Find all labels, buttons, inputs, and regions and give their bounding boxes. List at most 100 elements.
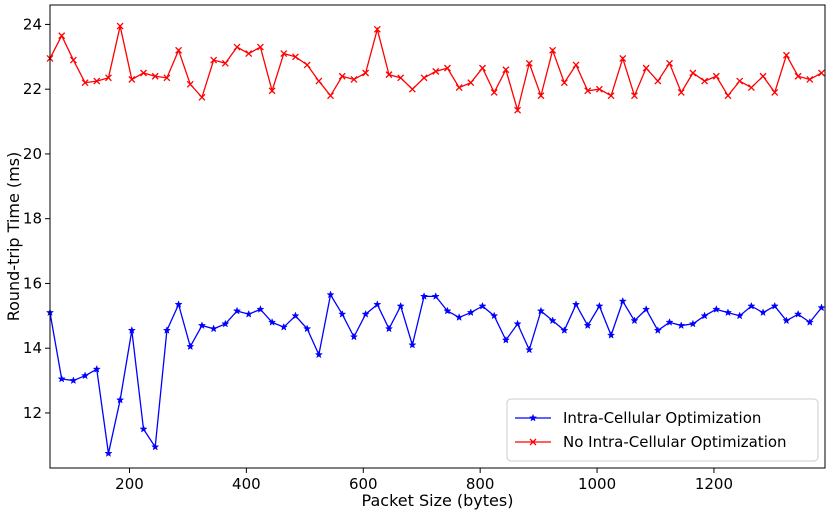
- data-point: [280, 50, 288, 58]
- data-point: [151, 72, 159, 80]
- data-point: [432, 67, 440, 75]
- y-tick-label: 16: [23, 274, 42, 292]
- data-point: [116, 22, 124, 30]
- data-point: [689, 69, 697, 77]
- data-point: [314, 350, 323, 359]
- data-point: [794, 72, 802, 80]
- data-point: [513, 319, 522, 328]
- data-point: [747, 84, 755, 92]
- data-point: [584, 87, 592, 95]
- data-point: [140, 69, 147, 77]
- data-point: [303, 61, 311, 69]
- y-axis: 12 14 16 18 20 22 24: [23, 15, 50, 422]
- data-point: [583, 321, 592, 330]
- data-point: [350, 76, 358, 83]
- legend-entry: No Intra-Cellular Optimization: [515, 433, 787, 451]
- y-tick-label: 14: [23, 339, 42, 357]
- data-point: [174, 300, 183, 308]
- data-point: [677, 88, 685, 96]
- data-point: [116, 395, 125, 404]
- data-point: [467, 79, 475, 87]
- data-point: [292, 53, 299, 61]
- data-point: [373, 300, 382, 308]
- data-point: [128, 76, 136, 83]
- data-point: [80, 371, 90, 380]
- data-point: [209, 324, 218, 333]
- data-point: [373, 25, 381, 33]
- legend-label: Intra-Cellular Optimization: [563, 409, 761, 427]
- data-point: [175, 46, 183, 54]
- data-point: [466, 308, 475, 317]
- data-point: [384, 324, 394, 333]
- data-point: [245, 50, 253, 58]
- data-point: [186, 80, 194, 88]
- data-point: [771, 88, 779, 96]
- data-point: [560, 79, 568, 87]
- data-point: [806, 76, 814, 83]
- data-point: [712, 72, 720, 80]
- data-point: [549, 46, 557, 54]
- data-point: [537, 92, 545, 100]
- data-point: [759, 72, 767, 80]
- data-point: [455, 313, 464, 321]
- x-tick-label: 1200: [695, 475, 733, 493]
- x-tick-label: 600: [349, 475, 378, 493]
- series-1: [45, 290, 826, 457]
- data-point: [221, 319, 230, 328]
- y-tick-label: 18: [23, 210, 42, 228]
- data-point: [338, 72, 346, 80]
- data-point: [630, 316, 639, 325]
- data-point: [688, 319, 698, 328]
- data-point: [396, 301, 405, 310]
- data-point: [794, 309, 803, 318]
- data-point: [817, 303, 826, 312]
- data-point: [653, 326, 662, 334]
- data-point: [163, 74, 171, 82]
- data-point: [770, 301, 779, 310]
- data-point: [327, 92, 335, 100]
- data-point: [818, 69, 825, 77]
- data-point: [724, 92, 732, 100]
- y-tick-label: 20: [23, 145, 42, 163]
- y-axis-label: Round-trip Time (ms): [4, 152, 23, 322]
- data-point: [736, 77, 744, 85]
- data-point: [279, 322, 288, 331]
- data-point: [618, 296, 627, 305]
- data-point: [151, 442, 160, 451]
- data-point: [186, 342, 195, 351]
- x-axis-label: Packet Size (bytes): [362, 491, 514, 510]
- data-point: [233, 43, 241, 51]
- data-point: [244, 309, 253, 318]
- legend-marker: [529, 438, 537, 446]
- data-point: [595, 85, 603, 93]
- data-point: [595, 301, 604, 310]
- data-point: [758, 308, 768, 317]
- data-point: [326, 290, 335, 299]
- data-point: [572, 61, 580, 69]
- data-point: [420, 74, 428, 82]
- data-point: [408, 340, 417, 349]
- data-point: [712, 305, 721, 313]
- legend-entry: Intra-Cellular Optimization: [515, 409, 761, 427]
- x-axis: 200 400 600 800 1000 1200: [115, 468, 733, 493]
- data-point: [197, 321, 207, 330]
- data-point: [162, 326, 172, 334]
- data-point: [642, 64, 650, 72]
- data-point: [92, 364, 101, 373]
- data-point: [256, 43, 264, 51]
- data-point: [104, 74, 112, 82]
- legend-box: [506, 398, 819, 462]
- data-point: [536, 306, 546, 315]
- data-point: [665, 317, 674, 326]
- data-point: [69, 376, 78, 385]
- data-point: [701, 77, 709, 85]
- data-point: [232, 306, 242, 315]
- data-point: [139, 424, 148, 433]
- data-point: [514, 106, 522, 114]
- data-point: [315, 77, 323, 85]
- data-point: [256, 305, 265, 313]
- data-point: [198, 93, 206, 101]
- data-point: [443, 306, 452, 315]
- data-point: [606, 330, 616, 339]
